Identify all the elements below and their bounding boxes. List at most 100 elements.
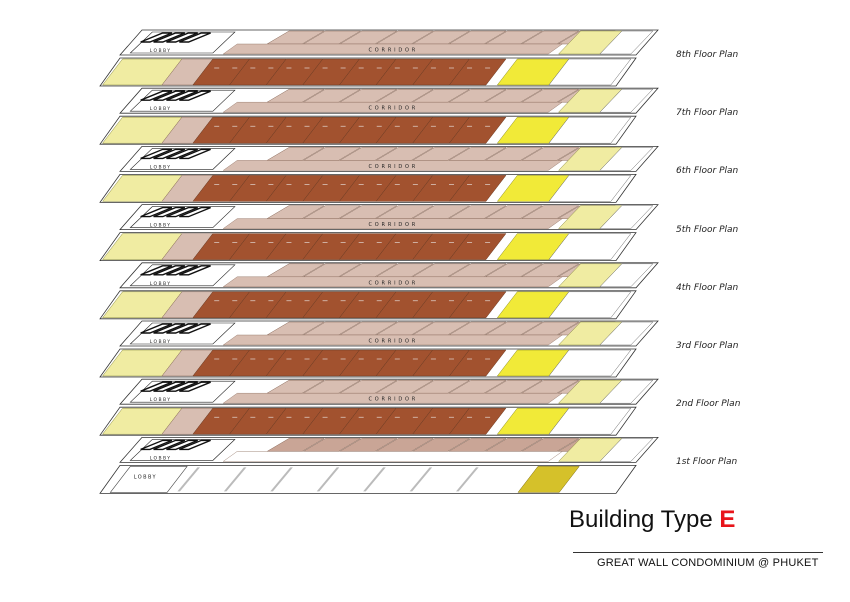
parking-column: [177, 467, 200, 492]
floor-label: 2nd Floor Plan: [676, 399, 741, 410]
balcony-end-upper: [599, 438, 654, 462]
lobby-label: LOBBY: [150, 455, 172, 461]
corridor-strip: [222, 101, 563, 113]
stair-mark: [179, 265, 211, 276]
stair-mark: [166, 32, 198, 43]
lobby-label: LOBBY: [150, 48, 172, 54]
stair-mark: [179, 206, 211, 218]
floor-label: 7th Floor Plan: [676, 108, 739, 119]
building-type-letter: E: [719, 506, 736, 533]
stair-mark: [153, 381, 186, 392]
stair-mark: [179, 90, 211, 101]
corridor-strip: [222, 160, 563, 171]
floor-label: 4th Floor Plan: [676, 282, 739, 293]
stair-mark: [179, 32, 211, 43]
corridor-strip: [222, 393, 563, 404]
corridor-strip: [222, 276, 563, 287]
unit-lower: [448, 175, 507, 202]
stair-mark: [153, 265, 186, 276]
parking-column: [409, 467, 433, 492]
parking-column: [363, 467, 386, 492]
parking-column: [316, 467, 340, 492]
floor-plate: CORRIDOR LOBBY: [99, 29, 659, 87]
stair-mark: [166, 206, 198, 218]
stair-mark: [140, 32, 173, 43]
lobby-label: LOBBY: [150, 223, 172, 229]
corridor-label: CORRIDOR: [369, 222, 419, 228]
stair-mark: [140, 439, 173, 451]
lobby-label: LOBBY: [150, 397, 172, 403]
stair-mark: [153, 323, 186, 334]
lobby-label: LOBBY: [150, 106, 172, 112]
stair-mark: [153, 206, 186, 218]
balcony-end-upper: [599, 379, 654, 404]
corridor-label: CORRIDOR: [369, 280, 419, 286]
stair-mark: [153, 32, 186, 43]
corridor-strip: [222, 43, 563, 55]
building-title-prefix: Building Type: [569, 506, 720, 533]
corridor-label: CORRIDOR: [369, 48, 419, 54]
unit-lower: [448, 349, 507, 377]
stair-mark: [140, 148, 173, 160]
floor-label: 3rd Floor Plan: [676, 341, 739, 351]
stair-mark: [179, 381, 211, 392]
balcony-end-upper: [599, 30, 654, 55]
unit-lower: [448, 58, 507, 86]
balcony-end-lower: [548, 116, 632, 144]
plate-outline-lower: [99, 464, 637, 494]
corridor-label: CORRIDOR: [369, 397, 419, 403]
floor-plate: CORRIDOR LOBBY: [99, 145, 659, 203]
stair-mark: [166, 90, 198, 101]
floor-label: 5th Floor Plan: [676, 224, 739, 235]
stair-mark: [140, 381, 173, 392]
stair-mark: [153, 90, 186, 101]
balcony-end-upper: [599, 147, 654, 171]
lobby-label: LOBBY: [150, 281, 172, 287]
stair-mark: [179, 323, 211, 334]
parking-column: [223, 467, 247, 492]
balcony-end-lower: [548, 233, 632, 260]
lobby-label: LOBBY: [150, 339, 172, 345]
balcony-end-lower: [548, 407, 632, 435]
corridor-strip: [222, 334, 563, 346]
unit-lower: [448, 233, 507, 260]
stair-mark: [179, 439, 211, 451]
balcony-end-upper: [599, 321, 654, 346]
parking-column: [456, 467, 479, 492]
corridor-strip: [222, 218, 563, 229]
lobby-label: LOBBY: [150, 164, 172, 170]
ground-lobby: [109, 466, 188, 493]
corridor-label: CORRIDOR: [369, 106, 419, 112]
floor-label: 8th Floor Plan: [676, 50, 739, 60]
stair-mark: [140, 265, 173, 276]
title-divider: [573, 552, 823, 553]
project-subtitle: GREAT WALL CONDOMINIUM @ PHUKET: [597, 557, 819, 569]
unit-lower: [448, 291, 507, 319]
floor-plate: CORRIDOR LOBBY: [99, 204, 659, 262]
balcony-end-upper: [599, 88, 654, 113]
balcony-end-lower: [548, 175, 632, 202]
corridor-strip: [222, 451, 563, 462]
stair-mark: [166, 265, 198, 276]
balcony-end-upper: [599, 205, 654, 229]
balcony-end-lower: [548, 291, 632, 319]
unit-end-ground: [517, 466, 580, 493]
floor-label: 6th Floor Plan: [676, 166, 739, 177]
floor-plate: CAR PARKINGLOBBYLOBBY: [99, 436, 659, 494]
stair-mark: [153, 439, 186, 451]
floor-plate: CORRIDOR LOBBY: [99, 378, 659, 436]
ground-lobby-label: LOBBY: [134, 474, 157, 480]
stair-mark: [166, 148, 198, 160]
floor-plate: CORRIDOR LOBBY: [99, 87, 659, 145]
stair-mark: [140, 206, 173, 218]
building-title: Building Type E: [569, 506, 735, 534]
stair-mark: [166, 439, 198, 451]
corridor-label: CORRIDOR: [369, 164, 419, 170]
floor-plate: CORRIDOR LOBBY: [99, 262, 659, 320]
floor-label: 1st Floor Plan: [676, 457, 738, 468]
stair-mark: [166, 323, 198, 334]
stair-mark: [140, 323, 173, 334]
unit-lower: [448, 116, 507, 144]
parking-column: [270, 467, 293, 492]
